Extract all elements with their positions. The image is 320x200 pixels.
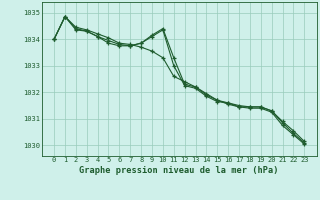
X-axis label: Graphe pression niveau de la mer (hPa): Graphe pression niveau de la mer (hPa) <box>79 166 279 175</box>
